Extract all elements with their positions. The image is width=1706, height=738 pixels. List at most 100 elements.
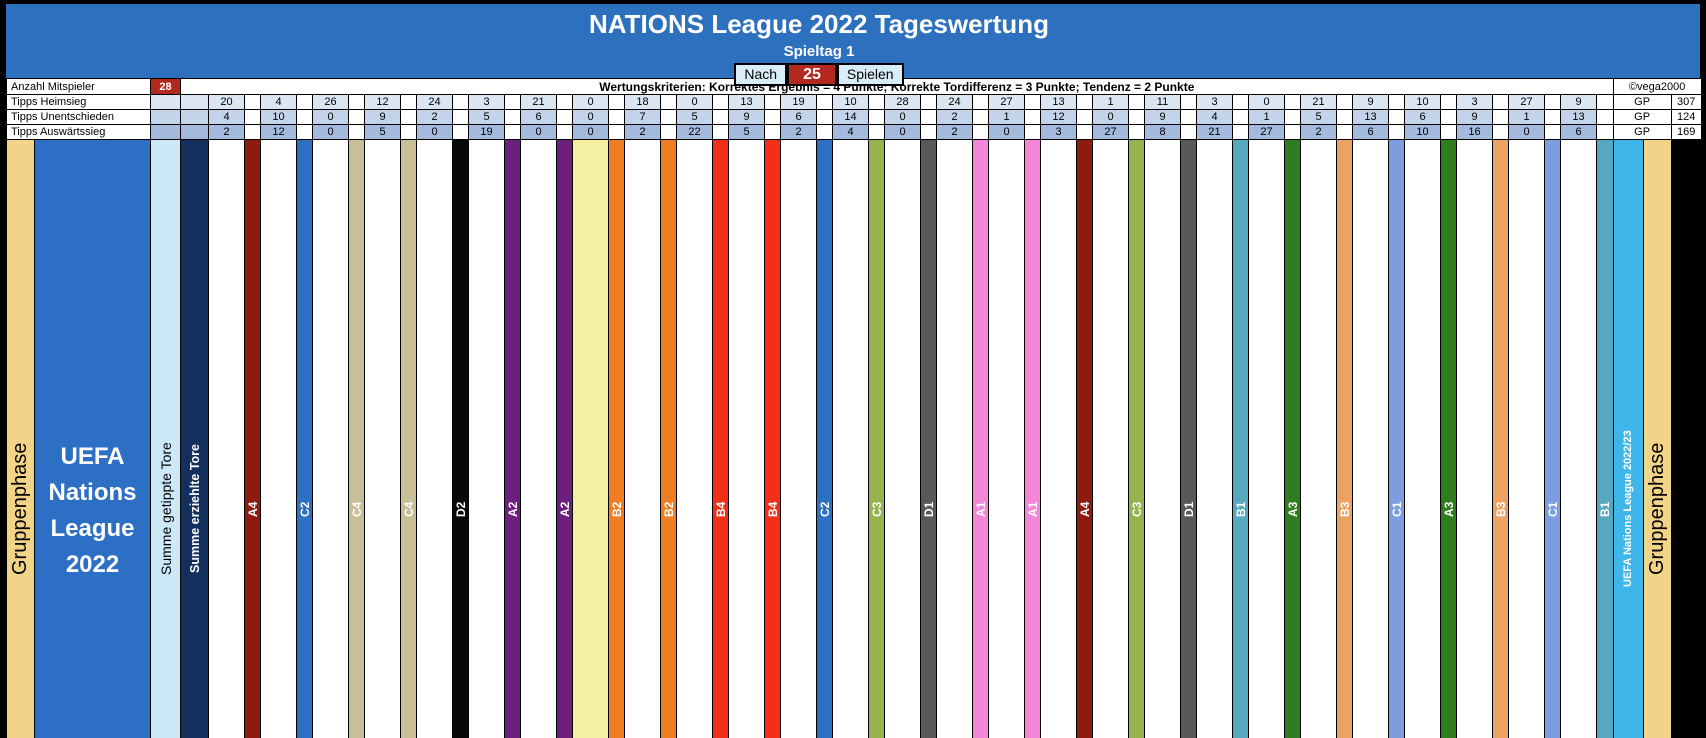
- team-name: Nordmazedonien: [385, 142, 397, 738]
- team-name: Slowenien: [680, 142, 692, 738]
- gp-total-value: 124: [1670, 109, 1702, 125]
- gap-cell: [348, 94, 366, 110]
- tipps-count-cell: 4: [260, 94, 298, 110]
- tipps-count-cell: 5: [364, 124, 402, 140]
- gap-cell: [816, 124, 834, 140]
- tipps-count-cell: 5: [728, 124, 766, 140]
- gap-cell: [1544, 94, 1562, 110]
- results-table: Anzahl Mitspieler 28 Wertungskriterien: Ko…: [5, 78, 1702, 738]
- gap-cell: [1440, 124, 1458, 140]
- group-bar: B4: [764, 139, 782, 738]
- team-name: Gibraltar: [333, 142, 345, 738]
- team-name: San Marino: [437, 142, 449, 738]
- gap-cell: [816, 94, 834, 110]
- tipps-count-cell: 12: [1040, 109, 1078, 125]
- gap-cell: [972, 124, 990, 140]
- team-name: Republik Moldau: [1165, 142, 1177, 738]
- match-teams-cell: Israel:Island: [624, 139, 662, 738]
- match-teams-cell: Kroatien:Österreich: [936, 139, 974, 738]
- group-bar: B2: [608, 139, 626, 738]
- group-bar: D1: [1180, 139, 1198, 738]
- tipps-count-cell: 5: [1300, 109, 1338, 125]
- gap-cell: [1076, 94, 1094, 110]
- team-name: Republik Irland: [1217, 142, 1229, 738]
- match-teams-cell: Polen:Wales: [208, 139, 246, 738]
- gap-cell: [244, 109, 262, 125]
- match-teams-cell: Tschechien:Schweiz: [468, 139, 506, 738]
- after-n-games-row: Nach 25 Spielen: [0, 63, 1666, 86]
- team-name: Ukraine: [1581, 142, 1593, 738]
- group-bar: C1: [1544, 139, 1562, 738]
- match-teams-cell: Ungarn:England: [1248, 139, 1286, 738]
- sum-scored-header: Summe erziehlte Tore: [180, 139, 210, 738]
- group-bar: C4: [348, 139, 366, 738]
- tipps-count-cell: 3: [1040, 124, 1078, 140]
- tipps-count-cell: 0: [312, 124, 350, 140]
- team-name: Deutschland: [1425, 142, 1437, 738]
- spielen-label: Spielen: [836, 63, 904, 86]
- spacer-cell: [180, 94, 210, 110]
- gp-label: GP: [1612, 94, 1672, 110]
- tipps-count-cell: 1: [1248, 109, 1286, 125]
- gap-cell: [1180, 94, 1198, 110]
- team-name: Niederlande: [1061, 142, 1073, 738]
- tipps-count-cell: 1: [1092, 94, 1130, 110]
- gap-cell: [1596, 109, 1614, 125]
- team-name: Dänemark: [1009, 142, 1021, 738]
- tipps-count-cell: 2: [208, 124, 246, 140]
- gap-cell: [400, 124, 418, 140]
- tipps-count-cell: 2: [624, 124, 662, 140]
- gruppenphase-left-column: Gruppenphase: [6, 139, 35, 738]
- gap-cell: [452, 124, 470, 140]
- gap-cell: [712, 124, 730, 140]
- group-bar: A2: [556, 139, 574, 738]
- title-bar: NATIONS League 2022 Tageswertung Spielta…: [6, 4, 1700, 86]
- tipps-count-cell: 24: [936, 94, 974, 110]
- tipps-count-cell: 24: [416, 94, 454, 110]
- uefa-title-box: UEFA Nations League 2022: [33, 139, 152, 738]
- gap-cell: [1492, 124, 1510, 140]
- team-name: Schottland: [1564, 142, 1576, 738]
- tipps-count-cell: 0: [416, 124, 454, 140]
- team-name: Norwegen: [749, 142, 761, 738]
- tipps-count-cell: 9: [1560, 94, 1598, 110]
- tipps-count-cell: 6: [780, 109, 818, 125]
- team-name: Tschechien: [472, 142, 484, 738]
- group-bar: D1: [920, 139, 938, 738]
- gap-cell: [660, 94, 678, 110]
- team-name: Estland: [420, 142, 432, 738]
- tipps-count-cell: 5: [468, 109, 506, 125]
- uefa-title-line: Nations: [48, 478, 137, 506]
- gap-cell: [1128, 94, 1146, 110]
- group-bar: B4: [712, 139, 730, 738]
- team-name: Island: [645, 142, 657, 738]
- tipps-count-cell: 2: [780, 124, 818, 140]
- gap-cell: [660, 124, 678, 140]
- match-teams-cell: Georgien:Gibraltar: [312, 139, 350, 738]
- match-teams-cell: Slowenien:Schweden: [676, 139, 714, 738]
- spacer-cell: [180, 109, 210, 125]
- gap-cell: [972, 109, 990, 125]
- group-bar: B3: [1492, 139, 1510, 738]
- team-name: Spanien: [524, 142, 536, 738]
- tipps-count-cell: 9: [1456, 109, 1494, 125]
- match-teams-cell: Italien:Deutschland: [1404, 139, 1442, 738]
- tipps-count-cell: 0: [572, 124, 610, 140]
- tipps-count-cell: 7: [624, 109, 662, 125]
- tipps-count-cell: 9: [364, 109, 402, 125]
- team-name: Türkei: [1512, 142, 1524, 738]
- sum-tipped-header: Summe getippte Tore: [150, 139, 182, 738]
- gap-cell: [1492, 109, 1510, 125]
- tipps-count-cell: 4: [208, 109, 246, 125]
- gap-cell: [1336, 94, 1354, 110]
- gap-cell: [1024, 124, 1042, 140]
- gap-cell: [868, 109, 886, 125]
- gap-cell: [1232, 94, 1250, 110]
- gap-cell: [1388, 109, 1406, 125]
- tipps-count-cell: 21: [1196, 124, 1234, 140]
- tipps-count-cell: 13: [1560, 109, 1598, 125]
- tipps-count-cell: 9: [1352, 94, 1390, 110]
- group-bar: D2: [452, 139, 470, 738]
- tipps-count-cell: 16: [1456, 124, 1494, 140]
